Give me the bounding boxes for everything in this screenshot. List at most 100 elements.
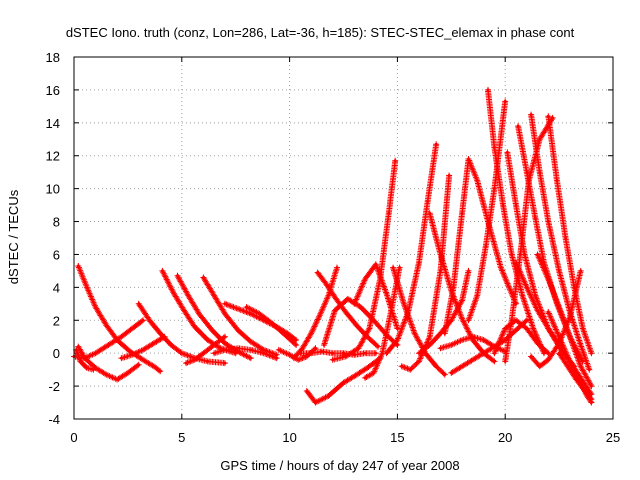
data-point	[184, 361, 188, 365]
data-point	[363, 277, 367, 281]
data-point	[395, 327, 399, 330]
data-point	[579, 364, 583, 368]
series-19	[329, 157, 399, 363]
data-point	[514, 261, 518, 265]
data-point	[212, 343, 216, 347]
data-point	[499, 266, 503, 270]
data-point	[223, 361, 227, 365]
data-point	[193, 358, 197, 362]
data-point	[132, 325, 136, 329]
data-point	[186, 294, 190, 298]
data-point	[223, 302, 227, 306]
data-point	[309, 351, 313, 355]
data-point	[160, 269, 164, 273]
data-point	[171, 290, 175, 294]
data-point	[434, 364, 438, 368]
data-point	[486, 88, 490, 92]
y-tick-label: 6	[53, 247, 60, 262]
data-point	[352, 374, 356, 378]
x-tick-label: 15	[390, 430, 404, 445]
data-point	[104, 323, 108, 327]
data-point	[320, 350, 324, 353]
data-point	[342, 381, 345, 385]
data-point	[294, 343, 298, 347]
data-point	[236, 350, 240, 353]
data-point	[324, 282, 328, 286]
data-point	[484, 244, 488, 248]
data-point	[119, 356, 123, 360]
data-point	[471, 338, 475, 342]
data-point	[447, 174, 451, 177]
series-37	[545, 113, 595, 357]
data-point	[346, 297, 350, 301]
data-point	[223, 335, 227, 339]
data-point	[391, 266, 395, 270]
data-point	[503, 99, 507, 103]
x-axis-label: GPS time / hours of day 247 of year 2008	[220, 458, 459, 473]
data-point	[296, 358, 300, 362]
data-point	[352, 302, 356, 306]
data-point	[428, 211, 432, 215]
data-point	[363, 351, 367, 355]
x-tick-label: 10	[282, 430, 296, 445]
data-point	[223, 312, 227, 316]
data-point	[137, 363, 141, 367]
data-point	[514, 203, 518, 207]
data-point	[305, 389, 309, 393]
data-point	[115, 338, 119, 342]
data-point	[449, 343, 453, 347]
series-29	[448, 317, 530, 376]
data-point	[152, 364, 156, 368]
data-point	[137, 302, 141, 306]
data-point	[529, 355, 533, 358]
y-tick-label: -4	[48, 412, 60, 427]
data-point	[363, 376, 367, 380]
data-point	[413, 331, 417, 335]
data-point	[443, 373, 447, 377]
data-point	[249, 340, 253, 344]
data-point	[322, 343, 326, 347]
data-point	[206, 338, 210, 342]
data-point	[516, 124, 520, 128]
data-point	[257, 312, 261, 316]
data-point	[275, 353, 279, 357]
data-point	[589, 384, 593, 388]
data-point	[428, 343, 432, 347]
data-point	[546, 114, 550, 118]
data-point	[443, 331, 447, 335]
data-point	[536, 308, 539, 312]
data-point	[449, 371, 453, 375]
data-point	[128, 350, 132, 353]
plot-frame	[73, 56, 614, 420]
data-point	[417, 261, 421, 265]
data-point	[557, 305, 561, 309]
data-point	[467, 269, 470, 273]
data-point	[163, 335, 167, 339]
series-2	[75, 263, 164, 375]
series-12	[211, 345, 280, 362]
data-point	[79, 359, 82, 363]
data-point	[314, 401, 317, 404]
data-point	[314, 346, 317, 350]
data-point	[249, 356, 253, 360]
data-point	[158, 331, 162, 335]
data-point	[503, 327, 507, 330]
series-21	[351, 261, 401, 332]
data-point	[439, 269, 442, 273]
data-point	[201, 276, 205, 279]
data-point	[85, 285, 89, 289]
y-tick-label: 10	[46, 182, 60, 197]
series-14	[290, 264, 340, 362]
series-17	[314, 269, 381, 350]
data-point	[180, 351, 184, 355]
series-25	[416, 267, 472, 357]
data-point	[402, 302, 406, 306]
data-point	[182, 308, 186, 312]
data-point	[85, 366, 89, 370]
data-point	[374, 262, 378, 266]
data-point	[568, 335, 572, 339]
data-point	[514, 328, 518, 332]
data-point	[288, 353, 292, 357]
data-point	[475, 178, 479, 182]
data-point	[417, 351, 421, 355]
